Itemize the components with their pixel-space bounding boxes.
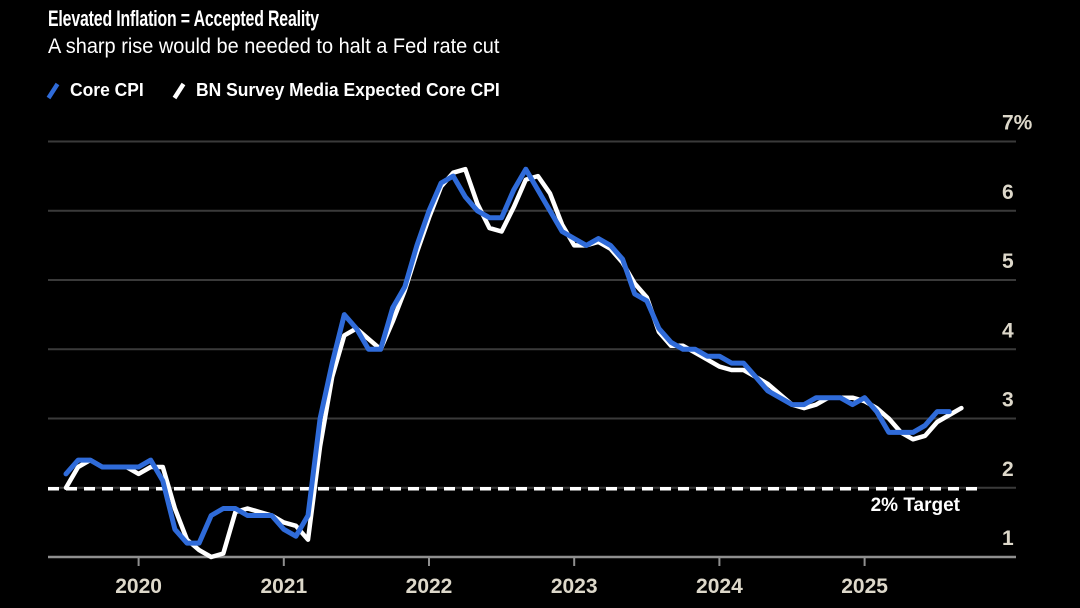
y-axis-label-7: 7% [1002, 112, 1033, 135]
core-cpi-line [63, 166, 952, 546]
x-axis-label-2020: 2020 [115, 575, 162, 598]
bn-survey-line-swatch-icon [172, 82, 186, 99]
chart-legend: Core CPI BN Survey Media Expected Core C… [46, 80, 509, 101]
bn-survey-media-expected-core-cpi-line [63, 166, 964, 560]
legend-label-bn-survey: BN Survey Media Expected Core CPI [196, 80, 500, 100]
x-axis-label-2023: 2023 [551, 575, 598, 598]
core-cpi-line-swatch-icon [46, 82, 60, 99]
target-label: 2% Target [871, 495, 961, 516]
y-axis-label-2: 2 [1002, 458, 1014, 481]
legend-item-bn-survey: BN Survey Media Expected Core CPI [172, 80, 509, 101]
y-axis-label-1: 1 [1002, 527, 1014, 550]
x-axis-label-2024: 2024 [696, 575, 743, 598]
chart-subtitle: A sharp rise would be needed to halt a F… [48, 35, 500, 58]
y-axis-label-6: 6 [1002, 181, 1014, 204]
y-axis-label-4: 4 [1002, 319, 1014, 342]
x-axis-label-2025: 2025 [841, 575, 888, 598]
chart-title: Elevated Inflation = Accepted Reality [48, 6, 319, 31]
y-axis-label-3: 3 [1002, 389, 1014, 412]
x-axis-label-2021: 2021 [260, 575, 307, 598]
x-axis-label-2022: 2022 [406, 575, 453, 598]
legend-item-core-cpi: Core CPI [46, 80, 146, 101]
y-axis-label-5: 5 [1002, 250, 1014, 273]
legend-label-core-cpi: Core CPI [70, 80, 144, 100]
